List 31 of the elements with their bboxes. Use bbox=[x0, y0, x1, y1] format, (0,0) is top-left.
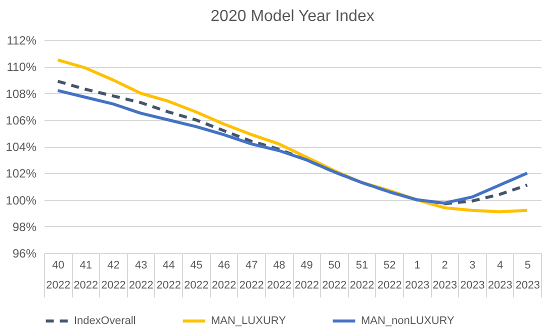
legend-label: MAN_LUXURY bbox=[211, 315, 287, 327]
x-tick-label: 2 2023 bbox=[432, 260, 458, 292]
x-tick-label: 48 2022 bbox=[266, 260, 292, 292]
y-tick-label: 96% bbox=[12, 246, 37, 260]
x-tick-label: 41 2022 bbox=[74, 260, 98, 292]
y-tick-label: 108% bbox=[6, 86, 37, 101]
y-tick-label: 102% bbox=[6, 166, 37, 181]
x-tick-label: 40 2022 bbox=[46, 260, 71, 292]
x-tick-label: 45 2022 bbox=[184, 260, 209, 292]
x-tick-label: 49 2022 bbox=[294, 260, 320, 292]
y-tick-label: 112% bbox=[6, 34, 37, 48]
y-tick-label: 104% bbox=[6, 140, 37, 154]
y-tick-label: 100% bbox=[6, 193, 37, 208]
y-tick-label: 106% bbox=[6, 113, 37, 128]
y-tick-label: 110% bbox=[6, 60, 37, 74]
x-tick-label: 1 2023 bbox=[405, 260, 430, 292]
x-tick-label: 51 2022 bbox=[350, 260, 374, 292]
legend-label: IndexOverall bbox=[74, 315, 136, 327]
y-tick-label: 98% bbox=[12, 220, 37, 234]
x-tick-label: 5 2023 bbox=[515, 260, 540, 292]
chart-title: 2020 Model Year Index bbox=[210, 8, 374, 25]
x-tick-label: 42 2022 bbox=[101, 260, 126, 292]
x-tick-label: 46 2022 bbox=[212, 260, 236, 292]
x-tick-label: 3 2023 bbox=[460, 260, 485, 292]
legend-label: MAN_nonLUXURY bbox=[361, 315, 455, 327]
x-tick-label: 4 2023 bbox=[488, 260, 512, 292]
x-tick-label: 52 2022 bbox=[377, 260, 402, 292]
x-tick-label: 43 2022 bbox=[128, 260, 154, 292]
x-tick-label: 44 2022 bbox=[156, 260, 181, 292]
x-tick-label: 50 2022 bbox=[322, 260, 347, 292]
x-tick-label: 47 2022 bbox=[239, 260, 264, 292]
